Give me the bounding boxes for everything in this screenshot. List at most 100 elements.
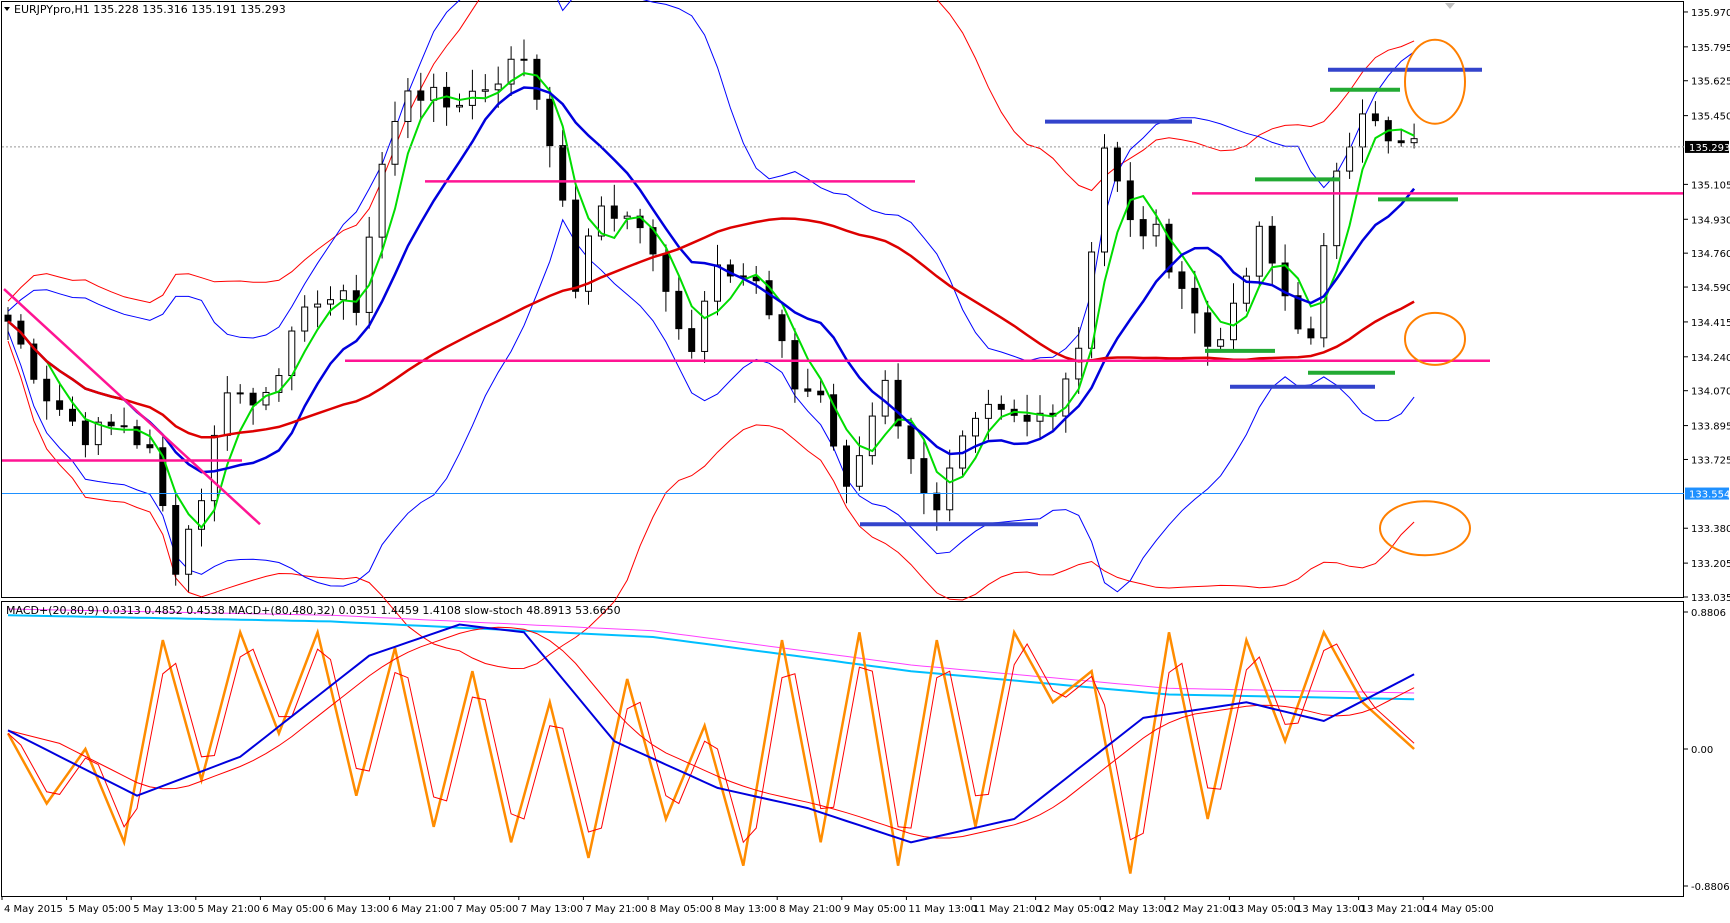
candle-body — [559, 145, 567, 201]
candle-body — [404, 90, 412, 122]
candle-body — [236, 392, 244, 395]
time-tick-label: 13 May 21:00 — [1361, 904, 1430, 915]
indicator-tick-label: -0.8806 — [1691, 882, 1730, 893]
time-tick-label: 14 May 05:00 — [1425, 904, 1494, 915]
candle-body — [223, 392, 231, 436]
current-price-badge — [1685, 140, 1729, 153]
indicator-panel-frame — [1, 601, 1684, 897]
envelope-lower-line — [7, 340, 1415, 670]
candle-body — [120, 425, 128, 428]
candle-body — [688, 328, 696, 352]
orange-ellipse-marker — [1404, 38, 1466, 125]
candle-body — [1359, 113, 1366, 148]
macd-fast-signal-line — [7, 626, 1415, 839]
price-tick-label: 134.760 — [1691, 249, 1730, 260]
time-tick-label: 8 May 05:00 — [650, 904, 712, 915]
time-tick-label: 5 May 21:00 — [198, 904, 260, 915]
candle-body — [817, 390, 825, 396]
candle-body — [868, 415, 876, 457]
orange-ellipse-marker — [1379, 500, 1471, 557]
time-tick-label: 5 May 13:00 — [133, 904, 195, 915]
candle-body — [1410, 138, 1418, 144]
candle-body — [4, 314, 12, 322]
candle-body — [81, 420, 89, 446]
time-tick-label: 5 May 05:00 — [69, 904, 131, 915]
candle-body — [507, 58, 515, 85]
candle-body — [391, 120, 399, 165]
candle-body — [701, 300, 709, 352]
candle-body — [378, 163, 386, 238]
candle-body — [920, 458, 928, 494]
candle-body — [984, 403, 992, 419]
fast-ma-line — [7, 72, 1415, 529]
candle-body — [327, 299, 334, 305]
candle-body — [830, 394, 838, 447]
candle-body — [804, 388, 812, 392]
candle-body — [1204, 312, 1212, 347]
time-tick-label: 12 May 13:00 — [1102, 904, 1171, 915]
time-tick-label: 12 May 21:00 — [1167, 904, 1236, 915]
candle-body — [210, 434, 218, 502]
pink-trendline — [3, 288, 261, 526]
candle-body — [417, 90, 425, 101]
candles-group — [4, 39, 1418, 592]
indicator-axis: 0.8806 0.00 -0.8806 — [1684, 608, 1730, 893]
candle-body — [430, 86, 438, 101]
candle-body — [597, 205, 605, 237]
stoch-main-line — [6, 628, 1415, 874]
blue-price-label: 133.554 — [1689, 490, 1730, 501]
candle-body — [1242, 275, 1250, 304]
candle-body — [69, 408, 76, 422]
candle-body — [456, 104, 463, 108]
candle-body — [855, 455, 863, 487]
stoch-signal-line — [7, 643, 1415, 844]
candle-body — [1333, 170, 1341, 247]
bollinger-upper-line — [7, 0, 1415, 362]
time-tick-label: 11 May 21:00 — [973, 904, 1042, 915]
price-tick-label: 133.205 — [1691, 559, 1730, 570]
time-axis: 4 May 2015 5 May 05:00 5 May 13:00 5 May 21… — [1, 896, 1494, 915]
candle-body — [1268, 225, 1276, 264]
candle-body — [133, 426, 141, 446]
candle-body — [933, 492, 941, 511]
candle-body — [43, 378, 51, 402]
candle-body — [1371, 113, 1379, 122]
time-tick-label: 8 May 13:00 — [715, 904, 777, 915]
dropdown-arrow-icon[interactable] — [4, 7, 10, 11]
candle-body — [185, 528, 193, 575]
candle-body — [662, 253, 670, 292]
price-tick-label: 134.240 — [1691, 353, 1730, 364]
chart-shift-icon[interactable] — [1445, 3, 1455, 9]
candle-body — [159, 447, 167, 507]
candle-body — [843, 445, 850, 487]
price-tick-label: 133.035 — [1691, 593, 1730, 604]
price-tick-label: 135.450 — [1691, 112, 1730, 123]
candle-body — [791, 340, 799, 390]
candle-body — [1165, 223, 1173, 273]
price-tick-label: 134.590 — [1691, 283, 1730, 294]
candle-body — [1346, 146, 1354, 172]
candle-body — [494, 83, 502, 91]
candle-body — [94, 421, 102, 446]
time-tick-label: 4 May 2015 — [4, 904, 63, 915]
orange-ellipse-marker — [1404, 311, 1466, 366]
candle-body — [675, 290, 683, 330]
candle-body — [572, 199, 580, 292]
candle-body — [365, 236, 373, 313]
chart-title: EURJPYpro,H1 135.228 135.316 135.191 135… — [14, 3, 286, 16]
candle-body — [1397, 140, 1405, 144]
candle-body — [714, 264, 721, 302]
candle-body — [1036, 412, 1044, 422]
candle-body — [546, 98, 554, 147]
time-tick-label: 7 May 13:00 — [521, 904, 583, 915]
price-tick-label: 135.795 — [1691, 43, 1730, 54]
price-tick-label: 133.895 — [1691, 422, 1730, 433]
price-tick-label: 134.415 — [1691, 318, 1730, 329]
time-tick-label: 6 May 21:00 — [392, 904, 454, 915]
candle-body — [1139, 219, 1147, 237]
indicator-tick-label: 0.8806 — [1691, 608, 1726, 619]
price-tick-label: 135.625 — [1691, 77, 1730, 88]
candle-body — [1113, 147, 1121, 182]
